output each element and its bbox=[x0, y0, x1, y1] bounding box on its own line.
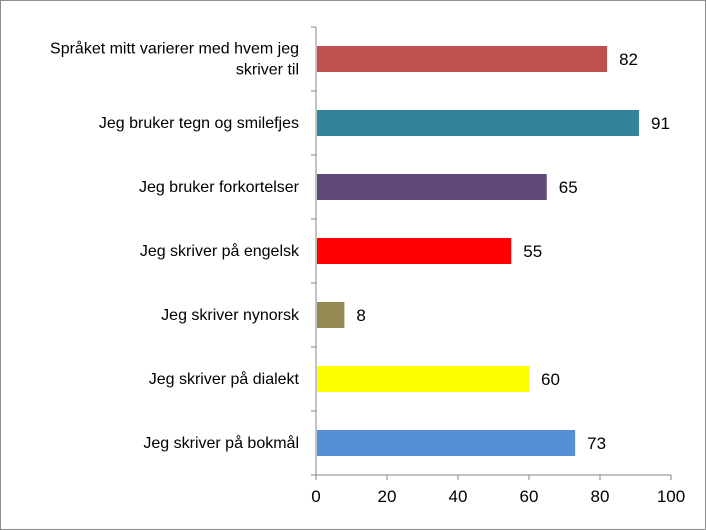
category-label: Jeg bruker tegn og smilefjes bbox=[99, 115, 299, 132]
bar[interactable] bbox=[317, 174, 547, 200]
category-label: Jeg bruker forkortelser bbox=[139, 179, 300, 196]
category-label-line: Jeg bruker tegn og smilefjes bbox=[99, 115, 299, 132]
category-label-line: Språket mitt varierer med hvem jeg bbox=[50, 40, 299, 58]
bar[interactable] bbox=[317, 430, 576, 456]
category-label-line: Jeg bruker forkortelser bbox=[139, 179, 300, 196]
x-tick-label: 80 bbox=[591, 487, 610, 506]
category-label-line: Jeg skriver på dialekt bbox=[149, 370, 300, 388]
value-label: 73 bbox=[587, 434, 606, 453]
value-label: 82 bbox=[619, 50, 638, 69]
bar[interactable] bbox=[317, 366, 529, 392]
bar[interactable] bbox=[317, 238, 512, 264]
bar[interactable] bbox=[317, 46, 608, 72]
category-label-line: Jeg skriver på engelsk bbox=[140, 242, 300, 260]
category-label: Jeg skriver på engelsk bbox=[140, 242, 300, 260]
x-tick-label: 20 bbox=[378, 487, 397, 506]
category-label-line: skriver til bbox=[236, 62, 299, 79]
category-label-line: Jeg skriver nynorsk bbox=[161, 307, 300, 324]
category-label-line: Jeg skriver på bokmål bbox=[143, 434, 299, 452]
category-label: Språket mitt varierer med hvem jeg skrive… bbox=[50, 40, 299, 79]
axes: 0 20 40 60 80 100 bbox=[311, 26, 685, 506]
value-label: 8 bbox=[356, 306, 365, 325]
x-tick-label: 60 bbox=[520, 487, 539, 506]
category-label: Jeg skriver på bokmål bbox=[143, 434, 299, 452]
category-label: Jeg skriver på dialekt bbox=[149, 370, 300, 388]
bars bbox=[317, 46, 640, 456]
x-tick-label: 100 bbox=[657, 487, 685, 506]
value-label: 55 bbox=[523, 242, 542, 261]
labels: 82 Språket mitt varierer med hvem jeg skri… bbox=[50, 40, 670, 454]
bar[interactable] bbox=[317, 110, 640, 136]
bar[interactable] bbox=[317, 302, 345, 328]
value-label: 60 bbox=[541, 370, 560, 389]
category-label: Jeg skriver nynorsk bbox=[161, 307, 300, 324]
value-label: 65 bbox=[559, 178, 578, 197]
x-tick-label: 40 bbox=[449, 487, 468, 506]
x-tick-label: 0 bbox=[311, 487, 320, 506]
value-label: 91 bbox=[651, 114, 670, 133]
